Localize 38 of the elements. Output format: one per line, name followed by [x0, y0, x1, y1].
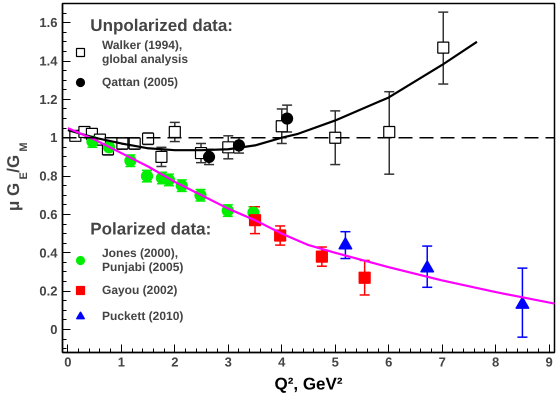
legend-label: Jones (2000), Punjabi (2005) — [102, 246, 184, 274]
point — [437, 42, 450, 54]
legend-label: Qattan (2005) — [102, 75, 178, 89]
x-tick-label: 5 — [332, 354, 339, 370]
legend-label: Gayou (2002) — [102, 283, 178, 297]
point — [155, 150, 168, 164]
x-tick-label: 8 — [492, 354, 500, 370]
legend-label: Walker (1994), global analysis — [102, 38, 188, 66]
x-tick-label: 2 — [171, 354, 178, 370]
x-tick-label: 7 — [438, 354, 446, 370]
y-tick-label: 0.6 — [39, 206, 58, 222]
point — [383, 126, 396, 138]
x-axis-title: Q², GeV² — [274, 374, 343, 394]
y-tick-label: 1.4 — [39, 54, 58, 69]
y-tick-label: 0.8 — [39, 168, 58, 184]
x-tick-label: 6 — [385, 354, 392, 370]
point — [202, 150, 216, 163]
x-tick-label: 9 — [546, 354, 553, 370]
y-tick-label: 0.2 — [39, 284, 58, 299]
legend-label: Puckett (2010) — [102, 309, 184, 323]
point — [329, 132, 342, 144]
y-tick-label: 0 — [50, 322, 58, 337]
point — [281, 112, 294, 125]
x-tick-label: 0 — [64, 354, 72, 370]
x-tick-label: 3 — [224, 354, 232, 370]
y-tick-label: 1 — [50, 130, 58, 146]
y-tick-label: 1.6 — [39, 15, 58, 30]
annotation: Unpolarized data: — [90, 16, 233, 36]
point — [316, 250, 328, 263]
point — [168, 126, 181, 138]
y-tick-label: 1.2 — [39, 92, 58, 107]
point — [358, 272, 371, 284]
y-tick-label: 0.4 — [39, 245, 58, 260]
line-series — [66, 127, 554, 305]
x-tick-label: 1 — [118, 354, 125, 370]
x-tick-label: 4 — [278, 354, 286, 370]
annotation: Polarized data: — [90, 219, 212, 238]
y-axis-title: μ GE/GM — [4, 142, 30, 212]
